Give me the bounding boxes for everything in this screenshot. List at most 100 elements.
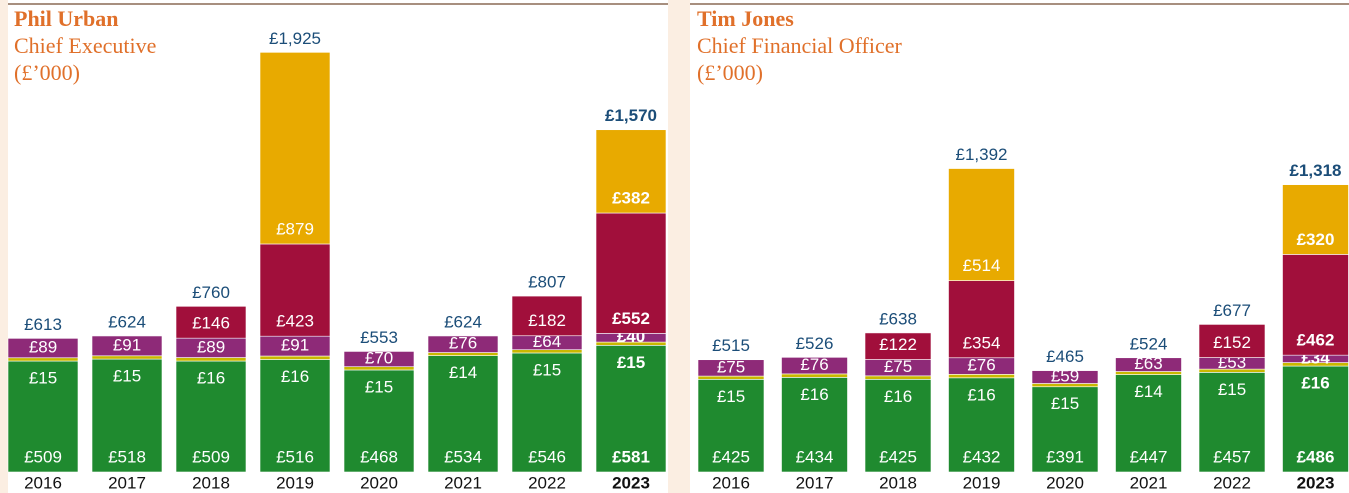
value-label: £552 <box>612 309 650 328</box>
total-label: £638 <box>879 309 917 328</box>
total-label: £515 <box>712 336 750 355</box>
value-label: £122 <box>879 335 917 354</box>
bar-segment <box>864 332 932 360</box>
value-label: £16 <box>1301 374 1329 393</box>
bar-segment <box>7 338 79 359</box>
value-label: £518 <box>108 447 146 466</box>
x-tick-label: 2016 <box>24 473 62 492</box>
bar-segment <box>864 375 932 380</box>
bar-segment <box>7 360 79 473</box>
value-label: £91 <box>281 336 309 355</box>
bar-segment <box>343 351 415 368</box>
bar-segment <box>259 359 331 473</box>
x-tick-label: 2020 <box>1046 473 1084 492</box>
total-label: £465 <box>1046 347 1084 366</box>
bar-segment <box>1115 374 1182 473</box>
x-tick-label: 2022 <box>528 473 566 492</box>
chart-title: Phil Urban <box>14 6 119 31</box>
bar-segment <box>1031 386 1099 473</box>
gutter <box>668 0 690 493</box>
value-label: £14 <box>449 363 477 382</box>
value-label: £76 <box>800 355 828 374</box>
bar-segment <box>175 357 247 362</box>
value-label: £509 <box>192 447 230 466</box>
chart-subtitle: Chief Executive <box>14 33 156 58</box>
total-label: £526 <box>796 334 834 353</box>
bar-segment <box>1282 254 1349 356</box>
value-label: £16 <box>281 367 309 386</box>
bar-segment <box>1282 184 1349 255</box>
bar-segment <box>948 374 1015 379</box>
value-label: £182 <box>528 311 566 330</box>
total-label: £760 <box>192 283 230 302</box>
total-label: £807 <box>528 273 566 292</box>
x-tick-label: 2023 <box>1297 473 1335 492</box>
value-label: £486 <box>1297 447 1335 466</box>
x-tick-label: 2017 <box>108 473 146 492</box>
value-label: £15 <box>717 387 745 406</box>
x-tick-label: 2017 <box>796 473 834 492</box>
bar-segment <box>343 369 415 473</box>
value-label: £15 <box>365 377 393 396</box>
bar-segment <box>175 306 247 339</box>
bar-segment <box>1115 357 1182 372</box>
value-label: £64 <box>533 332 561 351</box>
bar-segment <box>781 373 848 378</box>
value-label: £509 <box>24 447 62 466</box>
value-label: £15 <box>113 367 141 386</box>
unit-label: (£’000) <box>697 60 763 85</box>
value-label: £14 <box>1134 382 1162 401</box>
total-label: £524 <box>1130 334 1168 353</box>
value-label: £152 <box>1213 333 1251 352</box>
chart-subtitle: Chief Financial Officer <box>697 33 903 58</box>
x-tick-label: 2023 <box>612 473 650 492</box>
bar-segment <box>259 355 331 360</box>
bar-segment <box>427 335 499 353</box>
bar-segment <box>427 352 499 356</box>
edge <box>0 0 8 493</box>
x-tick-label: 2022 <box>1213 473 1251 492</box>
x-tick-label: 2018 <box>192 473 230 492</box>
value-label: £514 <box>963 256 1001 275</box>
x-tick-label: 2021 <box>444 473 482 492</box>
total-label: £1,570 <box>605 106 657 125</box>
value-label: £462 <box>1297 331 1335 350</box>
bar-segment <box>948 280 1015 359</box>
value-label: £16 <box>884 387 912 406</box>
bar-segment <box>595 345 667 473</box>
value-label: £534 <box>444 447 482 466</box>
x-tick-label: 2021 <box>1130 473 1168 492</box>
value-label: £15 <box>1218 380 1246 399</box>
total-label: £553 <box>360 328 398 347</box>
bar-segment <box>595 129 667 214</box>
total-label: £677 <box>1213 301 1251 320</box>
x-tick-label: 2020 <box>360 473 398 492</box>
bar-segment <box>1282 365 1349 473</box>
value-label: £457 <box>1213 447 1251 466</box>
total-label: £624 <box>108 312 146 331</box>
bar-segment <box>7 357 79 362</box>
bar-segment <box>697 375 765 380</box>
bar-segment <box>511 295 583 337</box>
value-label: £16 <box>967 385 995 404</box>
bar-segment <box>427 355 499 473</box>
bar-segment <box>781 377 848 473</box>
value-label: £89 <box>197 337 225 356</box>
value-label: £581 <box>612 447 650 466</box>
value-label: £15 <box>617 353 645 372</box>
value-label: £447 <box>1130 447 1168 466</box>
bar-segment <box>697 379 765 473</box>
value-label: £434 <box>796 447 834 466</box>
bar-segment <box>1031 370 1099 384</box>
total-label: £1,318 <box>1290 161 1342 180</box>
x-tick-label: 2019 <box>276 473 314 492</box>
value-label: £546 <box>528 447 566 466</box>
value-label: £91 <box>113 335 141 354</box>
value-label: £468 <box>360 447 398 466</box>
value-label: £320 <box>1297 230 1335 249</box>
bar-segment <box>864 379 932 473</box>
total-label: £1,925 <box>269 29 321 48</box>
bar-segment <box>91 355 163 360</box>
value-label: £59 <box>1051 367 1079 386</box>
